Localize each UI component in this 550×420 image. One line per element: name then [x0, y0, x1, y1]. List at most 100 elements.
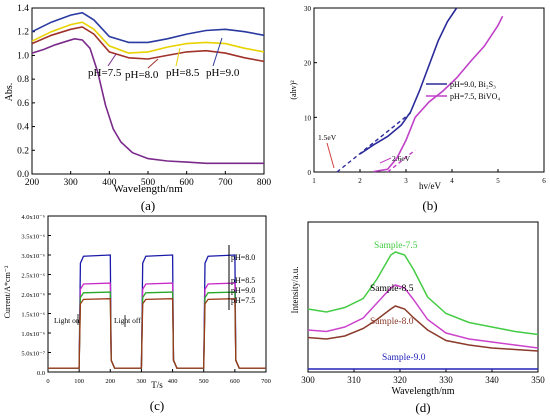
b-y-tick-label-3: 30: [304, 5, 312, 13]
a-x-tick-label-700: 700: [218, 178, 233, 188]
panel-b-x-label: hv/eV: [419, 181, 441, 191]
a-x-tick-label-200: 200: [25, 178, 40, 188]
annot-2-6ev: 2.6eV: [392, 154, 411, 163]
a-x-tick-label-400: 400: [102, 178, 117, 188]
panel-d-y-label: Intensity/a.u.: [290, 267, 300, 314]
c-x-tick-label-600: 600: [230, 378, 240, 385]
b-x-tick-label-1: 1: [312, 177, 316, 185]
b-x-tick-label-2: 2: [358, 177, 362, 185]
c-x-tick-label-200: 200: [105, 378, 115, 385]
c-x-tick-label-700: 700: [261, 378, 271, 385]
legend-label-bivo4: pH=7.5, BiVO₄: [450, 92, 500, 101]
b-x-tick-label-3: 3: [404, 177, 408, 185]
a-y-tick-label-4: 0.8: [17, 75, 29, 85]
d-series-line-sample-8-0: [307, 305, 539, 352]
b-fit-line-0: [336, 112, 412, 173]
annot-ph85: pH=8.5: [166, 67, 200, 79]
panel-b-label: (b): [422, 198, 437, 213]
c-y-tick-label-7: 3.5x10⁻⁶: [21, 234, 45, 241]
b-x-tick-label-5: 5: [496, 177, 500, 185]
d-x-tick-label-300: 300: [301, 375, 315, 385]
c-x-tick-label-100: 100: [74, 378, 84, 385]
c-y-tick-label-5: 2.5x10⁻⁶: [21, 273, 45, 280]
b-y-tick-label-0: 0: [308, 169, 312, 177]
b-x-tick-label-4: 4: [450, 177, 454, 185]
a-x-tick-label-300: 300: [64, 178, 79, 188]
a-x-tick-label-500: 500: [141, 178, 156, 188]
panel-a-y-label: Abs.: [4, 83, 15, 102]
panel-d-frame: [307, 221, 539, 373]
annot-light-on: Light on: [54, 316, 80, 325]
a-y-tick-label-3: 0.6: [17, 99, 29, 109]
c-x-tick-label-0: 0: [46, 378, 49, 385]
panel-b-y-label: (ahv)²: [289, 80, 298, 100]
a-series-line-ph-8-5: [31, 21, 265, 54]
b-series-line-ph-9-0-bi-s: [359, 7, 458, 155]
c-x-tick-label-300: 300: [137, 378, 147, 385]
d-x-tick-label-350: 350: [531, 375, 545, 385]
d-x-tick-label-330: 330: [439, 375, 453, 385]
a-series-line-ph-7-5: [31, 37, 264, 165]
c-x-tick-label-400: 400: [168, 378, 178, 385]
d-x-tick-label-320: 320: [393, 375, 407, 385]
a-y-tick-label-2: 0.4: [17, 123, 29, 133]
c-y-tick-label-4: 2.0x10⁻⁶: [21, 292, 45, 299]
annot-ph90-arrow: [212, 37, 223, 67]
d-series-line-sample-8-5: [307, 284, 539, 349]
annot-2-6ev-arrow: [379, 157, 392, 164]
d-x-tick-label-340: 340: [485, 375, 499, 385]
panel-a-x-label: Wavelength/nm: [113, 183, 183, 195]
annot-ph75: pH=7.5: [88, 67, 122, 79]
panel-d: Wavelength/nm Intensity/a.u. (d) 300 310 3…: [290, 221, 545, 415]
panel-d-label: (d): [415, 400, 430, 415]
legend-label-bi2s3: pH=9.0, Bi₂S₃: [450, 80, 496, 89]
c-label-ph90: pH=9.0: [231, 286, 255, 295]
a-y-tick-label-0: 0.0: [17, 170, 29, 180]
c-label-ph80: pH=8.0: [231, 253, 255, 262]
c-y-tick-label-3: 1.5x10⁻⁶: [21, 312, 45, 319]
a-x-tick-label-600: 600: [180, 178, 195, 188]
c-series-line-ph-9-0: [48, 291, 266, 369]
annot-ph75-arrow: [107, 53, 117, 67]
d-series-line-sample-7-5: [307, 251, 539, 336]
panel-c-label: (c): [150, 398, 164, 413]
panel-a-frame: [31, 7, 265, 175]
panel-d-x-label: Wavelength/nm: [391, 386, 454, 397]
c-y-tick-label-8: 4.0x10⁻⁶: [21, 214, 45, 221]
b-fit-line-1: [387, 149, 416, 173]
panel-a: Wavelength/nm Abs. (a) 200 300 400 500 600 70…: [4, 4, 271, 213]
b-y-tick-label-1: 10: [304, 114, 312, 122]
annot-ph90: pH=9.0: [206, 67, 240, 79]
a-series-line-ph-9-0: [31, 11, 265, 44]
a-y-tick-label-5: 1.0: [17, 51, 29, 61]
c-series-line-ph-8-0: [48, 254, 266, 369]
c-y-tick-label-1: 5.0x10⁻⁷: [21, 351, 45, 358]
c-x-tick-label-500: 500: [199, 378, 209, 385]
panel-c-x-label: T/s: [151, 380, 163, 390]
a-y-tick-label-1: 0.2: [17, 146, 29, 156]
a-x-tick-label-800: 800: [257, 178, 272, 188]
d-label-sample90: Sample-9.0: [382, 353, 426, 363]
d-label-sample85: Sample-8.5: [370, 284, 414, 294]
c-y-tick-label-6: 3.0x10⁻⁶: [21, 253, 45, 260]
a-series-line-ph-8-0: [31, 26, 265, 63]
a-y-tick-label-7: 1.4: [17, 4, 29, 14]
panel-b-legend: pH=9.0, Bi₂S₃ pH=7.5, BiVO₄: [426, 80, 500, 101]
d-label-sample80: Sample-8.0: [370, 317, 414, 327]
annot-light-off: Light off: [114, 316, 141, 325]
panel-b-frame: [313, 7, 545, 173]
panel-c: T/s Current/A*cm⁻² (c) 0 100 200 300 400 500 6…: [3, 214, 271, 413]
b-y-tick-label-2: 20: [304, 60, 312, 68]
b-x-tick-label-6: 6: [542, 177, 546, 185]
d-label-sample75: Sample-7.5: [374, 241, 418, 251]
annot-1-5ev-arrow: [326, 142, 335, 169]
c-series-line-ph-7-5: [48, 298, 266, 369]
annot-ph80-arrow: [147, 58, 159, 69]
panel-a-label: (a): [141, 198, 155, 213]
c-label-ph75: pH=7.5: [231, 296, 255, 305]
panel-c-y-label: Current/A*cm⁻²: [3, 265, 12, 318]
c-y-tick-label-0: 0.0: [37, 370, 45, 377]
annot-ph80: pH=8.0: [125, 69, 159, 81]
annot-ph85-arrow: [175, 47, 181, 67]
